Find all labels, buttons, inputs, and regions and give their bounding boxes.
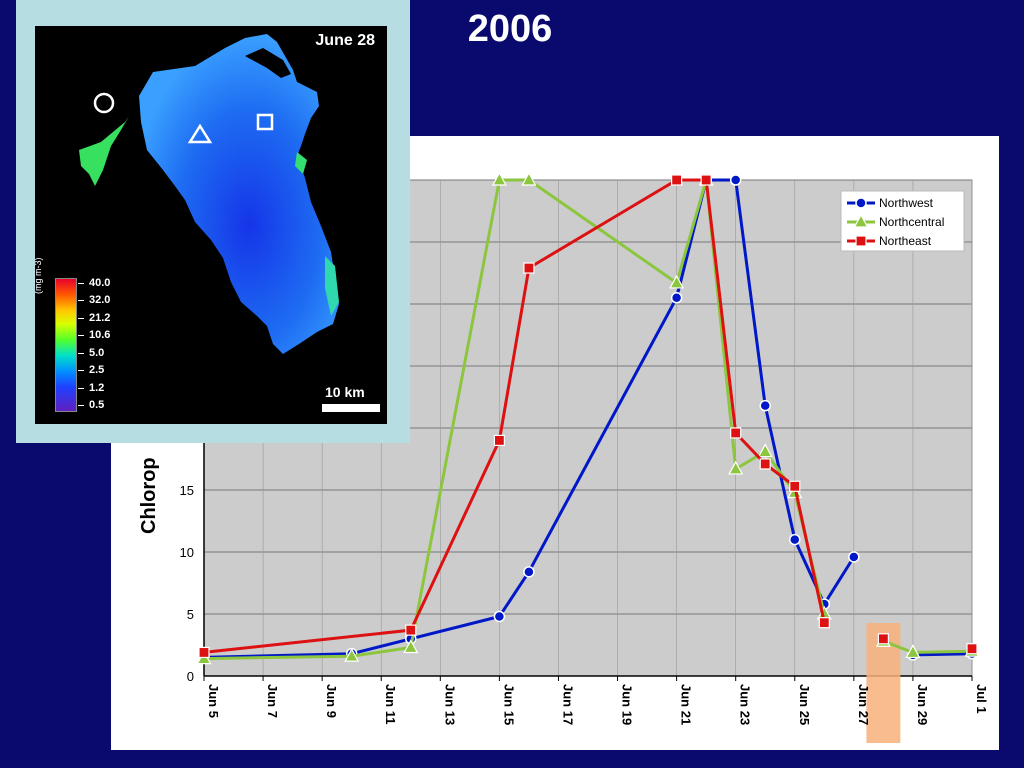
square-marker [523, 262, 535, 274]
colorbar-tick [78, 405, 84, 406]
triangle-marker [905, 644, 921, 659]
shore-bloom [295, 152, 307, 174]
colorbar-units: (mg m-3) [35, 257, 43, 295]
legend-label: Northcentral [879, 215, 944, 229]
colorbar-tick [78, 317, 84, 319]
x-tick-label: Jun 7 [265, 684, 280, 718]
square-marker [877, 633, 889, 645]
northcentral-marker [187, 123, 213, 144]
scale-bar [322, 404, 380, 412]
lake-body [139, 34, 339, 354]
square-marker [966, 643, 978, 655]
island-green [79, 116, 129, 186]
legend: Northwest Northcentral Northeast [840, 190, 965, 252]
triangle-marker [521, 171, 537, 186]
y-tick-label: 10 [180, 545, 194, 560]
square-marker [855, 235, 867, 247]
scale-bar-label: 10 km [325, 384, 365, 400]
series-line [912, 652, 973, 657]
colorbar-tick [78, 387, 84, 389]
colorbar-value: 21.2 [89, 311, 111, 324]
triangle-marker [669, 274, 685, 289]
circle-marker [523, 566, 535, 578]
circle-marker [855, 197, 867, 209]
square-marker [759, 458, 771, 470]
northwest-marker [93, 92, 115, 114]
x-tick-label: Jun 27 [856, 684, 871, 725]
colorbar-value: 0.5 [89, 399, 105, 411]
colorbar-value: 40.0 [89, 277, 111, 289]
colorbar-value: 1.2 [89, 381, 105, 394]
triangle-marker [403, 639, 419, 654]
x-tick-label: Jun 25 [797, 684, 812, 725]
satellite-map-inset: June 28 (mg m-3) 40.0 32.0 21.2 10.6 5.0 2.5 1… [16, 0, 410, 443]
lake-bay [245, 48, 291, 78]
x-tick-label: Jul 1 [974, 684, 989, 714]
square-marker [700, 174, 712, 186]
slide-title: 2006 [467, 8, 553, 50]
legend-label: Northwest [879, 196, 934, 210]
x-tick-label: Jun 11 [383, 684, 398, 724]
triangle-marker [757, 443, 773, 458]
square-marker [671, 174, 683, 186]
series-line [203, 178, 856, 659]
circle-marker [789, 533, 801, 546]
circle-marker [493, 610, 506, 623]
triangle-marker [853, 213, 869, 228]
x-tick-label: Jun 21 [679, 684, 694, 725]
lake-shape [79, 34, 339, 354]
circle-marker [848, 551, 860, 563]
colorbar-value: 5.0 [89, 346, 105, 359]
square-marker [789, 480, 801, 492]
x-tick-label: Jun 13 [442, 684, 457, 725]
x-tick-label: Jun 15 [501, 684, 516, 725]
colorbar-value: 10.6 [89, 329, 111, 342]
circle-marker [729, 174, 742, 186]
square-marker [198, 646, 210, 659]
square-marker [818, 617, 830, 629]
x-tick-label: Jun 17 [560, 684, 575, 725]
triangle-marker [344, 647, 360, 662]
northeast-marker [256, 113, 274, 131]
series-northeast [198, 174, 978, 659]
y-tick-label: 0 [187, 669, 194, 684]
colorbar-tick [78, 283, 84, 284]
shore-bloom-east [325, 256, 339, 316]
triangle-marker [728, 460, 744, 475]
series-layer [196, 171, 980, 665]
circle-marker [670, 292, 683, 304]
colorbar-tick [78, 335, 84, 337]
colorbar-tick [78, 370, 84, 372]
x-tick-label: Jun 19 [620, 684, 635, 725]
map-date-label: June 28 [315, 32, 375, 49]
square-marker [493, 434, 505, 446]
series-line [203, 178, 826, 654]
colorbar-tick [78, 352, 84, 354]
y-axis-label: Chlorop [138, 457, 160, 534]
y-tick-label: 5 [187, 607, 194, 622]
x-tick-label: Jun 9 [324, 684, 339, 718]
tick-labels: 0 5 10 15 Jun 5 Jun 7 Jun 9 Jun 11 Jun 13 Jun 15 J… [180, 483, 989, 725]
x-tick-label: Jun 23 [738, 684, 753, 725]
x-tick-label: Jun 5 [206, 684, 221, 718]
colorbar-tick [78, 300, 84, 302]
triangle-marker [491, 171, 507, 186]
satellite-map: June 28 (mg m-3) 40.0 32.0 21.2 10.6 5.0 2.5 1… [35, 26, 387, 424]
square-marker [405, 624, 417, 636]
colorbar-value: 32.0 [89, 294, 111, 307]
legend-label: Northeast [879, 234, 932, 248]
circle-marker [759, 399, 771, 412]
colorbar [55, 278, 77, 412]
square-marker [730, 427, 742, 439]
colorbar-value: 2.5 [89, 364, 105, 377]
y-tick-label: 15 [180, 483, 194, 498]
x-tick-label: Jun 29 [915, 684, 930, 725]
